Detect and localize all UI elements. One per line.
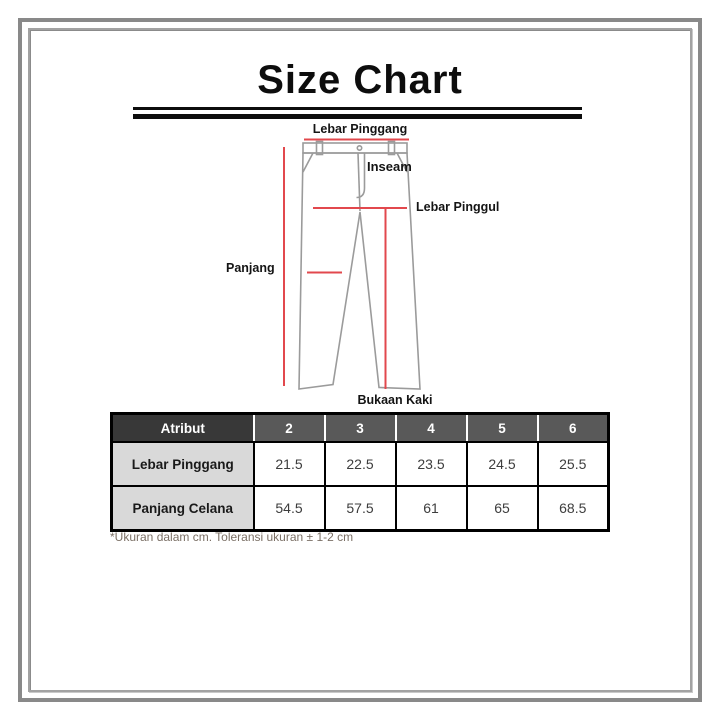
waist-value-size-4: 23.5 <box>394 441 468 487</box>
header-size-2: 2 <box>252 412 326 443</box>
measurement-lines <box>283 138 409 389</box>
waist-button <box>356 145 363 152</box>
header-size-4: 4 <box>394 412 468 443</box>
length-value-size-4: 61 <box>394 485 468 532</box>
belt-loop-right <box>387 140 396 156</box>
length-value-size-3: 57.5 <box>323 485 397 532</box>
waist-value-size-3: 22.5 <box>323 441 397 487</box>
waist-value-size-5: 24.5 <box>465 441 539 487</box>
table-header-row: Atribut 2 3 4 5 6 <box>110 412 610 443</box>
row-label-length: Panjang Celana <box>110 485 255 532</box>
label-leg-opening: Bukaan Kaki <box>357 393 433 407</box>
title-divider <box>133 107 582 119</box>
page-title: Size Chart <box>257 58 463 102</box>
length-value-size-2: 54.5 <box>252 485 326 532</box>
table-row-waist: Lebar Pinggang 21.5 22.5 23.5 24.5 25.5 <box>110 441 610 487</box>
inner-frame-border <box>28 28 692 692</box>
row-label-waist: Lebar Pinggang <box>110 441 255 487</box>
header-attribute: Atribut <box>110 412 255 443</box>
tolerance-footnote: *Ukuran dalam cm. Toleransi ukuran ± 1-2… <box>110 530 354 544</box>
pants-outline <box>298 140 421 390</box>
header-size-5: 5 <box>465 412 539 443</box>
waist-value-size-6: 25.5 <box>536 441 610 487</box>
table-row-length: Panjang Celana 54.5 57.5 61 65 68.5 <box>110 485 610 532</box>
divider-thick-line <box>133 114 582 119</box>
label-waist: Lebar Pinggang <box>312 122 408 136</box>
divider-thin-line <box>133 107 582 110</box>
outer-frame-border <box>18 18 702 702</box>
label-hip: Lebar Pinggul <box>416 200 500 214</box>
header-size-3: 3 <box>323 412 397 443</box>
waist-value-size-2: 21.5 <box>252 441 326 487</box>
label-length: Panjang <box>226 261 275 275</box>
header-size-6: 6 <box>536 412 610 443</box>
length-value-size-5: 65 <box>465 485 539 532</box>
pocket-right-line <box>396 152 408 173</box>
length-value-size-6: 68.5 <box>536 485 610 532</box>
label-inseam: Inseam <box>367 159 412 174</box>
pocket-left-line <box>302 152 314 173</box>
fly-stitch-curve <box>356 153 366 199</box>
fly-center-line <box>357 152 361 212</box>
pants-diagram <box>283 138 421 390</box>
belt-loop-left <box>315 140 324 156</box>
size-table: Atribut 2 3 4 5 6 Lebar Pinggang 21.5 22… <box>110 412 610 532</box>
